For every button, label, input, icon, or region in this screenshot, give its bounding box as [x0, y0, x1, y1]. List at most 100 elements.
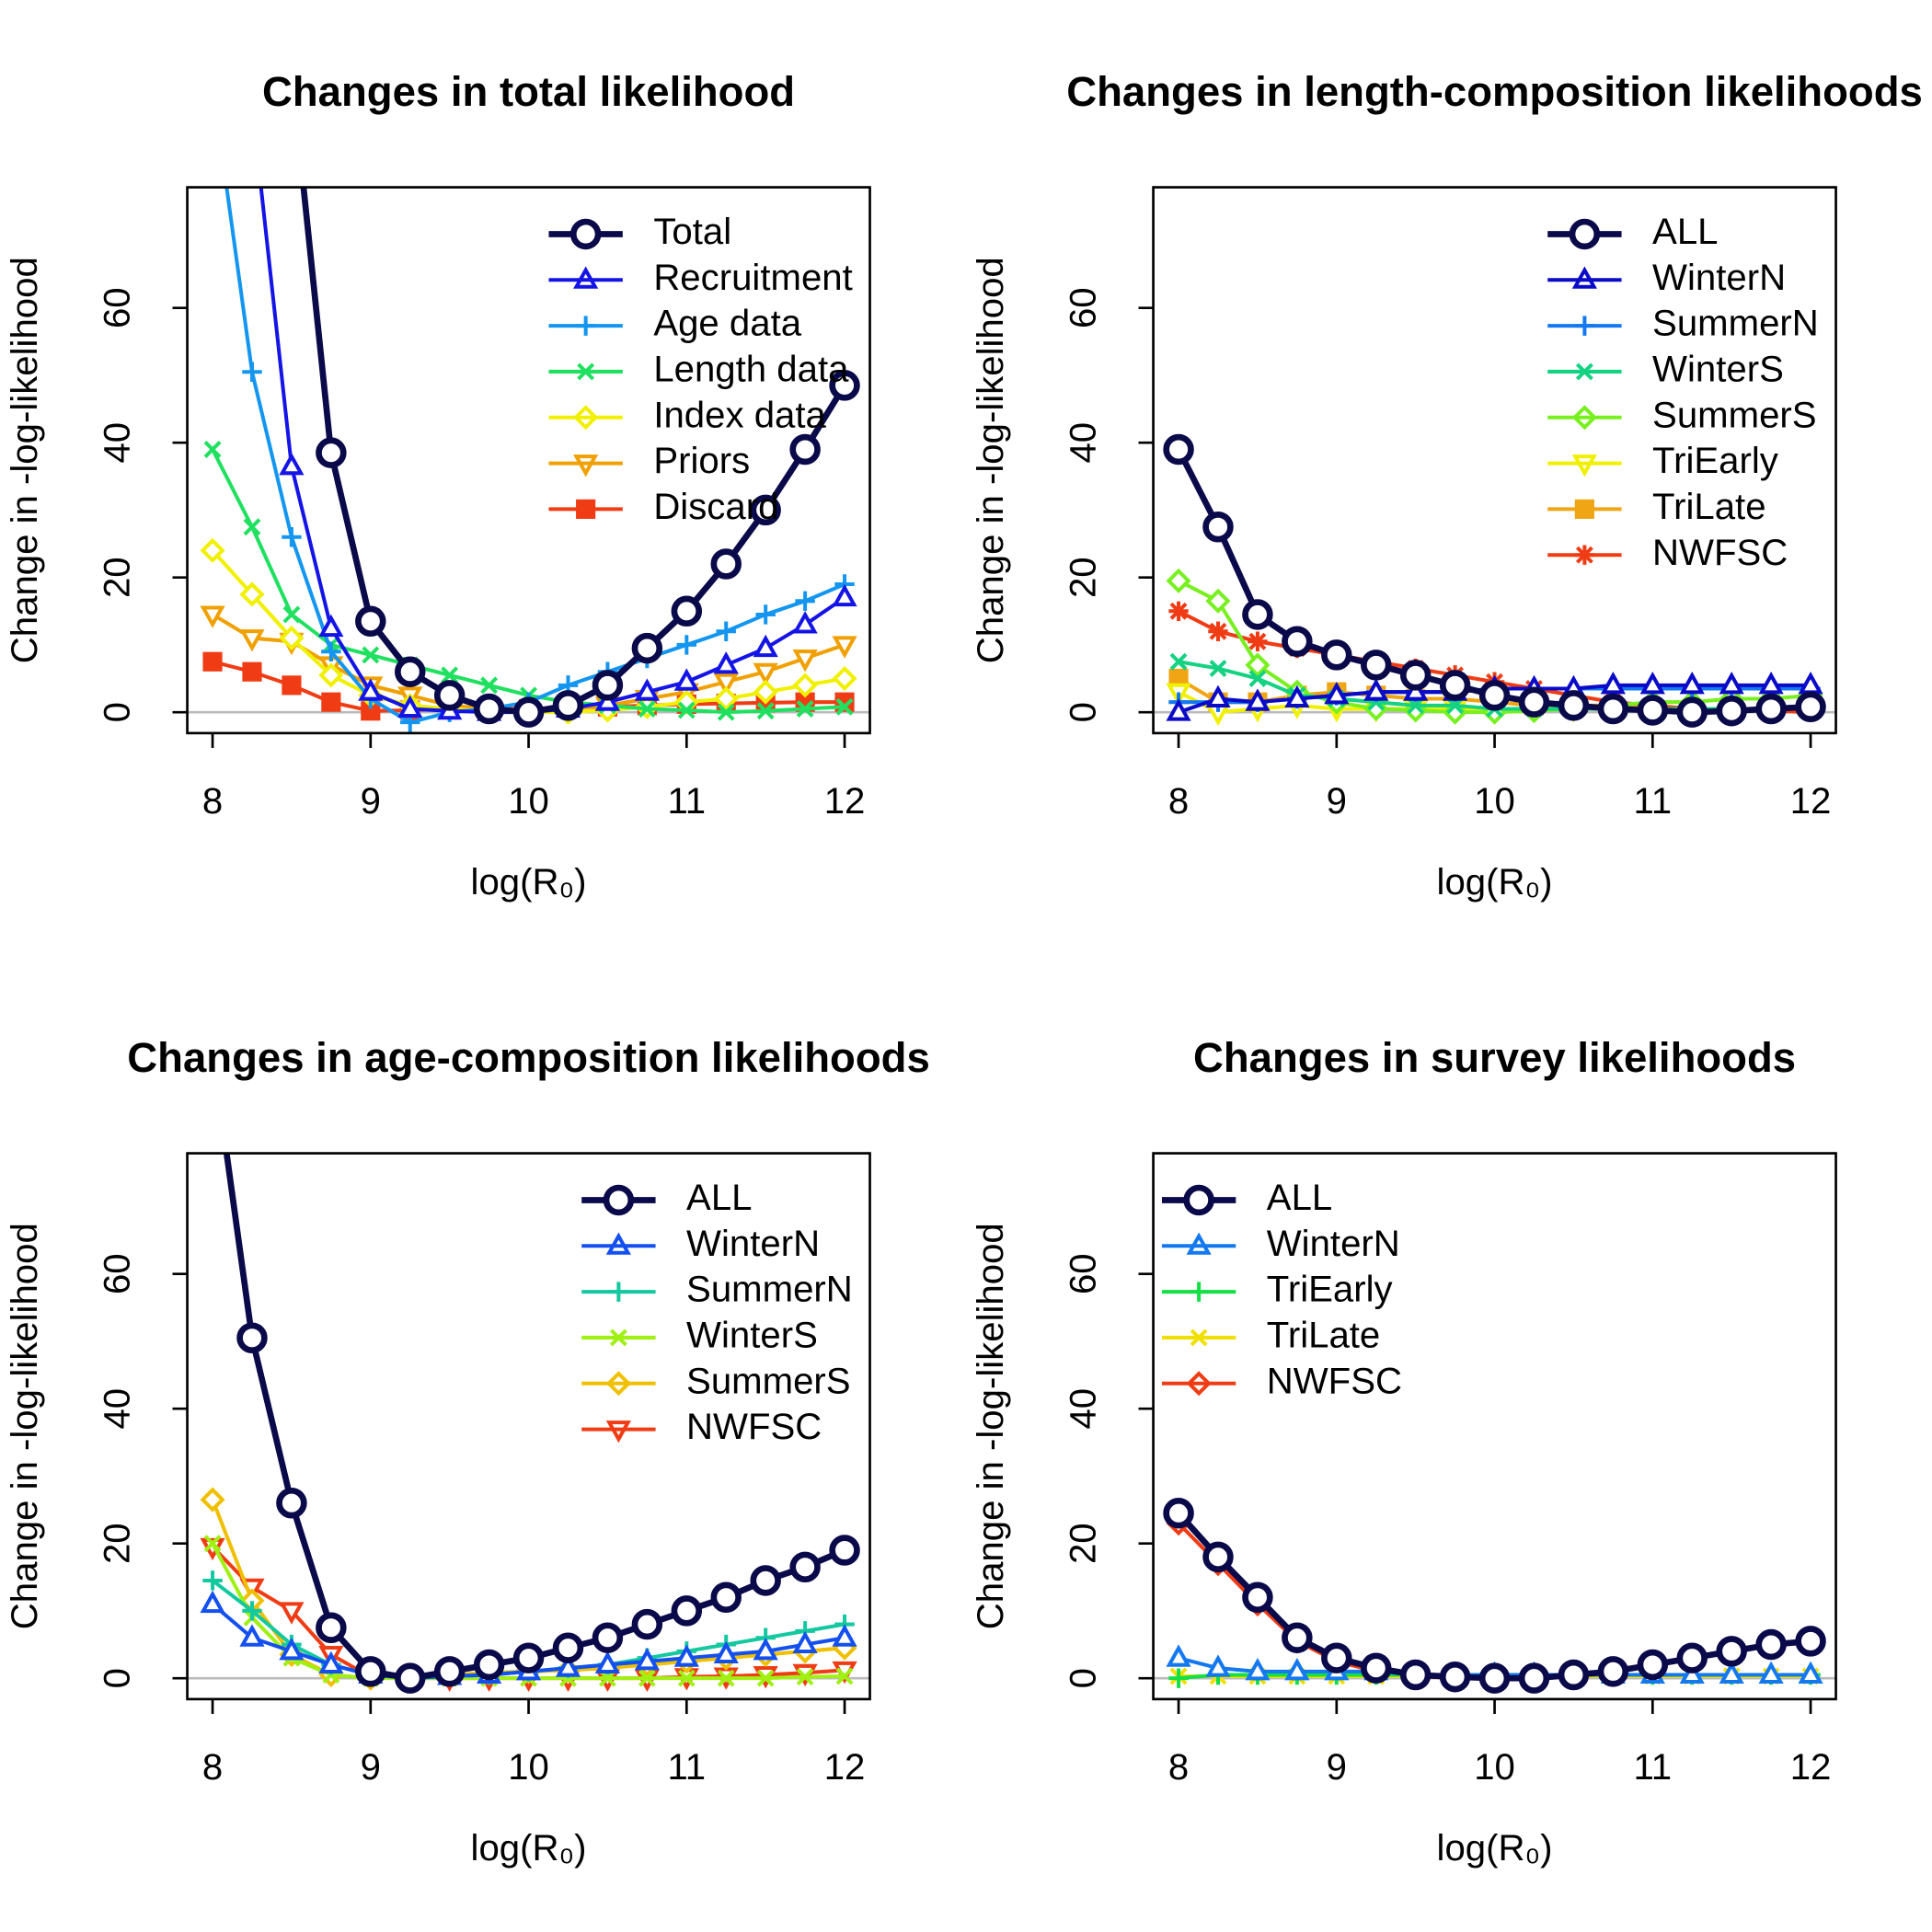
- legend-marker: [1574, 316, 1595, 336]
- data-point: [753, 679, 778, 705]
- data-point: [555, 1654, 581, 1677]
- data-point: [710, 548, 742, 580]
- data-point: [832, 1624, 857, 1647]
- plot-frame: [186, 1152, 871, 1701]
- data-point: [631, 1608, 663, 1640]
- legend-label: Index data: [653, 394, 826, 435]
- data-point: [1478, 680, 1511, 711]
- data-point: [1597, 693, 1629, 725]
- data-point: [1478, 1662, 1511, 1694]
- y-tick-label: 20: [1063, 557, 1104, 598]
- y-tick-label: 60: [1063, 1253, 1104, 1294]
- legend-label: ALL: [1267, 1177, 1332, 1218]
- data-point: [829, 370, 860, 401]
- data-point: [753, 1638, 778, 1661]
- data-point: [242, 661, 262, 682]
- data-point: [1166, 698, 1191, 721]
- data-point: [789, 433, 821, 466]
- x-tick-label: 12: [824, 780, 866, 822]
- x-tick-label: 11: [1633, 1746, 1672, 1788]
- x-tick-label: 12: [824, 1746, 866, 1788]
- data-point: [1166, 568, 1191, 593]
- data-point: [1205, 588, 1231, 614]
- legend-marker: [605, 1232, 631, 1255]
- legend-label: SummerS: [1652, 394, 1817, 435]
- data-point: [282, 605, 301, 624]
- legend-marker: [1569, 218, 1601, 250]
- data-point: [1363, 678, 1389, 701]
- data-point: [789, 1551, 821, 1583]
- data-point: [441, 666, 459, 684]
- data-point: [671, 1595, 703, 1627]
- x-tick-label: 9: [361, 1746, 381, 1788]
- legend-marker: [576, 499, 596, 519]
- x-tick-label: 8: [202, 1746, 223, 1788]
- data-point: [1169, 652, 1188, 671]
- data-point: [796, 1668, 814, 1686]
- x-tick-label: 8: [1168, 1746, 1189, 1788]
- data-point: [755, 604, 776, 625]
- data-point: [1324, 682, 1350, 705]
- data-point: [835, 1667, 854, 1685]
- data-point: [242, 1601, 262, 1621]
- y-tick-label: 40: [1063, 1388, 1104, 1430]
- panel: Changes in survey likelihoods log(R₀) Chan…: [970, 1034, 1837, 1869]
- legend-label: Discard: [653, 486, 778, 527]
- data-point: [634, 1648, 660, 1671]
- legend-label: WinterS: [686, 1315, 818, 1356]
- data-point: [832, 636, 857, 659]
- legend-marker: [1575, 362, 1593, 381]
- data-point: [792, 611, 818, 634]
- data-point: [1758, 672, 1784, 695]
- data-point: [792, 1630, 818, 1654]
- legend-label: ALL: [1652, 211, 1718, 252]
- data-point: [202, 1570, 223, 1591]
- data-point: [1163, 433, 1194, 466]
- legend-marker: [1571, 454, 1597, 477]
- data-point: [318, 662, 344, 688]
- data-point: [634, 678, 660, 701]
- data-point: [1282, 1622, 1313, 1653]
- x-tick-label: 8: [202, 780, 223, 822]
- plot-area: [200, 187, 860, 732]
- data-point: [203, 441, 222, 458]
- data-point: [795, 591, 815, 612]
- data-point: [756, 702, 775, 720]
- legend-label: TriLate: [1267, 1315, 1381, 1356]
- legend-marker: [1574, 545, 1595, 565]
- data-point: [239, 1624, 265, 1647]
- data-point: [279, 1638, 305, 1661]
- data-point: [1208, 621, 1228, 641]
- data-point: [1795, 691, 1826, 723]
- data-point: [710, 1581, 742, 1614]
- data-point: [552, 690, 584, 721]
- data-point: [671, 595, 703, 627]
- x-axis-label: log(R₀): [471, 1827, 587, 1869]
- data-point: [631, 632, 663, 664]
- x-tick-label: 10: [508, 780, 549, 822]
- chart-title: Changes in total likelihood: [262, 68, 795, 115]
- data-point: [473, 1649, 505, 1681]
- data-point: [279, 1602, 305, 1625]
- data-point: [1360, 1652, 1392, 1684]
- data-point: [1321, 639, 1352, 671]
- data-point: [1755, 693, 1787, 725]
- legend-label: Total: [653, 211, 731, 252]
- y-tick-label: 20: [97, 557, 138, 598]
- legend-marker: [608, 1282, 629, 1302]
- data-point: [318, 1650, 344, 1674]
- legend-marker: [569, 218, 602, 250]
- panel: Changes in length-composition likelihood…: [970, 68, 1923, 903]
- data-point: [1363, 696, 1389, 722]
- data-point: [473, 693, 505, 725]
- data-point: [716, 621, 736, 641]
- data-point: [276, 1487, 307, 1519]
- y-tick-label: 0: [97, 1668, 138, 1688]
- data-point: [1679, 672, 1705, 695]
- y-axis-label: Change in -log-likelihood: [4, 1223, 45, 1629]
- data-point: [200, 537, 225, 563]
- data-point: [239, 629, 265, 652]
- x-tick-label: 8: [1168, 780, 1189, 822]
- y-tick-label: 60: [1063, 287, 1104, 328]
